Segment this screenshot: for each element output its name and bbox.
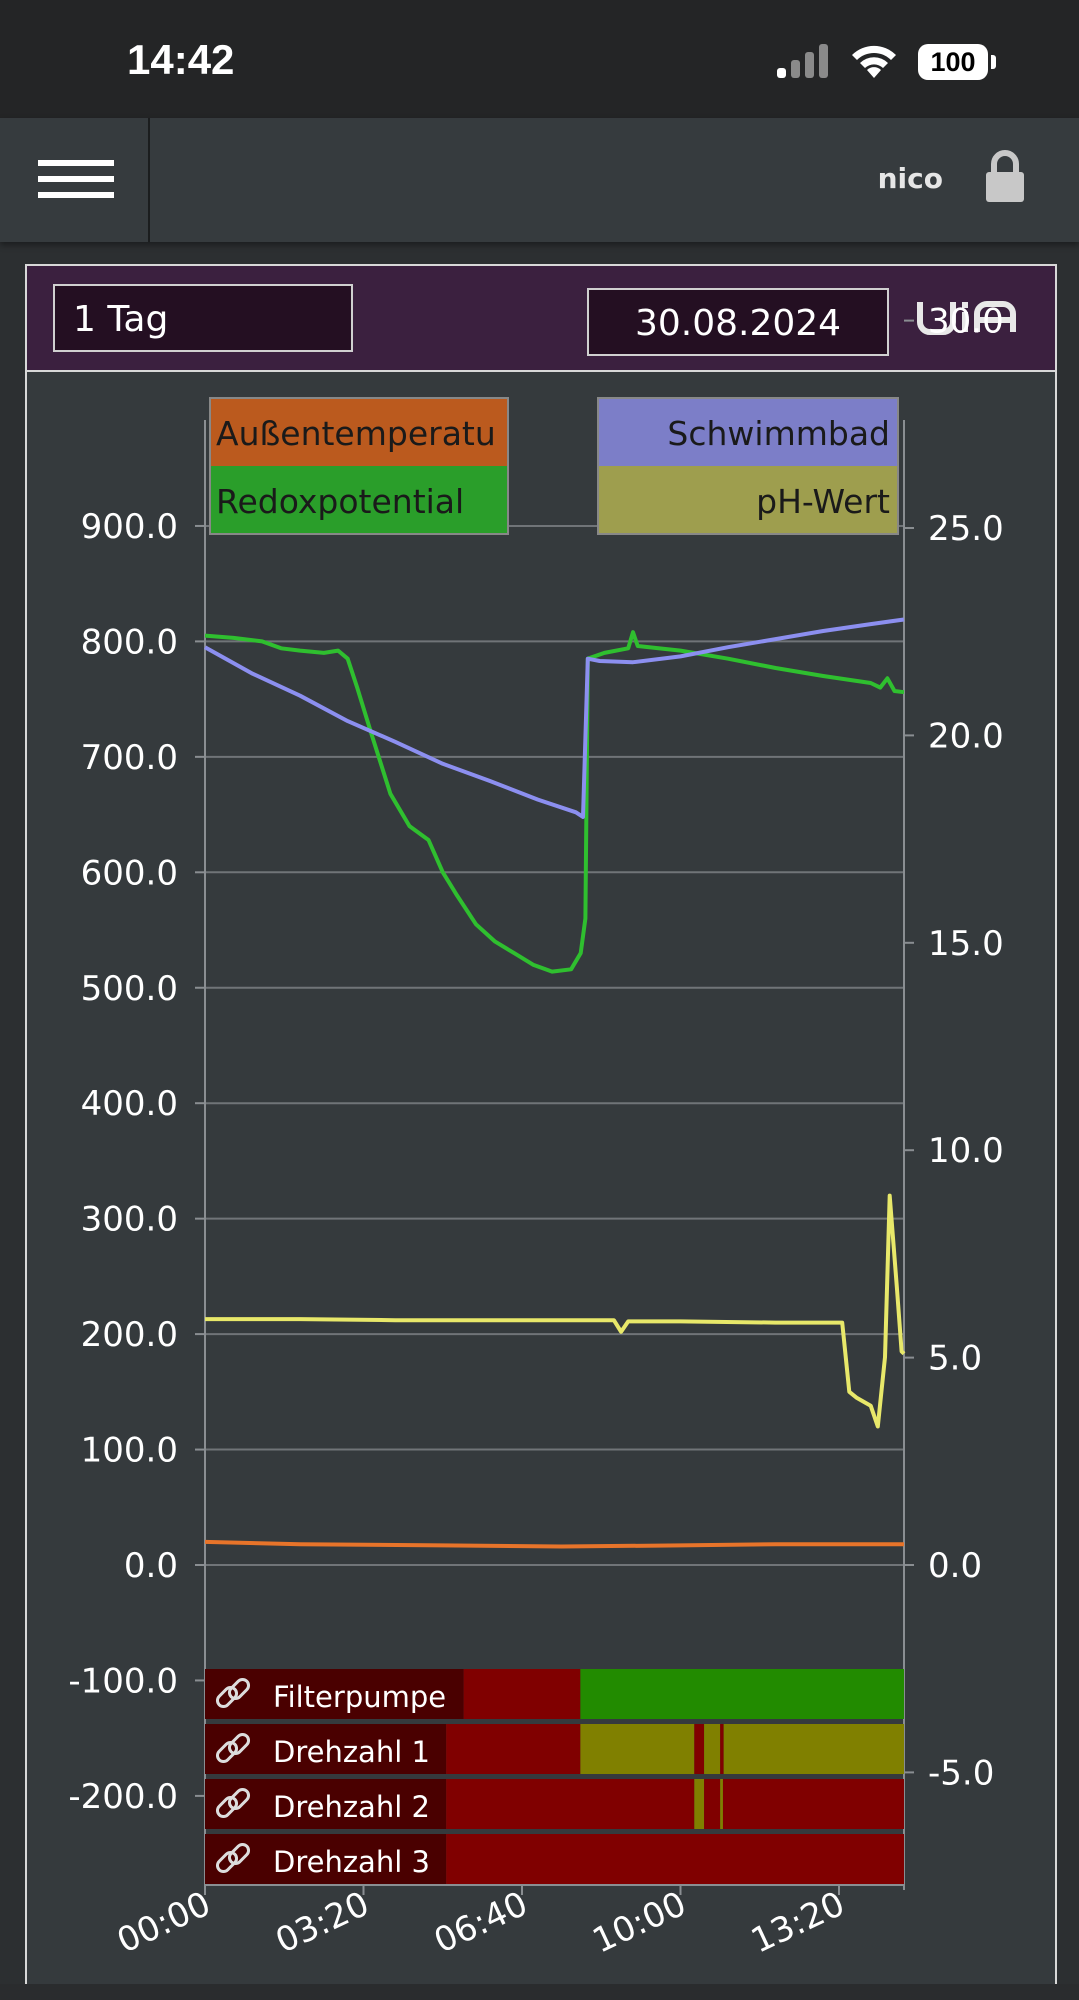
series-line-redox [204,630,905,974]
status-segment [446,1834,904,1884]
legend-label: Schwimmbad [667,414,890,453]
x-tick-label: 13:20 [745,1884,851,1962]
series-line-outdoor [204,1539,904,1549]
battery-icon: 100 [918,44,988,80]
status-segment [205,1724,447,1774]
right-tick-label: 30.0 [928,302,1004,342]
date-picker[interactable]: 30.08.2024 [587,288,889,356]
series-line-pool [204,617,905,819]
status-segment [720,1724,724,1774]
status-segment [580,1669,904,1719]
legend-label: pH-Wert [756,482,890,521]
axis-labels: 900.0 800.0 700.0 600.0 500.0 400.0 300.0 200.0… [68,302,1003,1962]
status-segment [722,1779,904,1829]
chart-grid [205,524,904,1566]
app-bar: nico [0,118,1079,242]
chart-series [204,617,906,1549]
period-select[interactable]: 1 Tag [53,284,353,352]
legend-swatch [598,398,898,466]
status-bar: 14:42 100 [0,0,1079,118]
status-segment [446,1724,581,1774]
status-segment [704,1779,721,1829]
panel-header: 1 Tag 30.08.2024 [27,266,1055,372]
left-tick-label: 500.0 [81,969,178,1009]
legend-swatch [210,466,508,534]
right-tick-label: 25.0 [928,509,1004,549]
status-segment [580,1724,695,1774]
left-tick-label: 700.0 [81,738,178,778]
legend-label: Redoxpotential [216,482,464,521]
left-tick-label: -200.0 [68,1777,178,1817]
wifi-icon [852,45,896,78]
status-label: Drehzahl 1 [273,1735,430,1769]
uia-logo [917,301,1016,335]
bottom-bar [0,1984,1079,2000]
right-tick-label: 20.0 [928,716,1004,756]
series-line-ph [205,1193,906,1429]
left-tick-label: 200.0 [81,1315,178,1355]
right-tick-label: 15.0 [928,924,1004,964]
signal-icon [777,44,828,78]
status-segment [205,1779,447,1829]
link-icon [215,1787,251,1819]
right-tick-label: 5.0 [928,1339,982,1379]
battery-tip [991,55,996,69]
status-segment [720,1779,723,1829]
chart-axes [195,319,914,1895]
left-tick-label: 300.0 [81,1200,178,1240]
x-tick-label: 06:40 [428,1884,534,1962]
status-time: 14:42 [127,36,235,83]
status-label: Filterpumpe [273,1680,446,1714]
legend-label: Außentemperatu [216,414,496,453]
x-tick-label: 00:00 [111,1884,217,1962]
legend-swatch [210,398,508,466]
legend-swatch [598,466,898,534]
status-segment [694,1779,705,1829]
left-tick-label: 0.0 [124,1546,178,1586]
left-tick-label: 600.0 [81,853,178,893]
x-tick-label: 10:00 [587,1884,693,1962]
status-label: Drehzahl 3 [273,1845,430,1879]
status-segment [205,1834,447,1884]
chart-legend: Außentemperatu Redoxpotential Schwimmbad pH… [209,397,899,535]
right-tick-label: -5.0 [928,1753,994,1793]
link-icon [215,1677,251,1709]
hamburger-icon[interactable] [0,118,150,242]
status-label: Drehzahl 2 [273,1790,430,1824]
right-tick-label: 10.0 [928,1131,1004,1171]
user-name[interactable]: nico [877,162,943,195]
status-segment [446,1779,695,1829]
left-tick-label: 800.0 [81,622,178,662]
legend-box-left [209,397,509,535]
link-icon [215,1732,251,1764]
status-segment [463,1669,581,1719]
status-segment [205,1669,464,1719]
status-segment [694,1724,705,1774]
status-segment [704,1724,721,1774]
left-tick-label: 100.0 [81,1431,178,1471]
left-tick-label: 900.0 [81,507,178,547]
left-tick-label: -100.0 [68,1661,178,1701]
legend-box-right [597,397,899,535]
right-tick-label: 0.0 [928,1546,982,1586]
link-icon [215,1842,251,1874]
x-tick-label: 03:20 [270,1884,376,1962]
left-tick-label: 400.0 [81,1084,178,1124]
status-rows: Filterpumpe Drehzahl 1 Drehzahl 2 Drehzahl … [205,1669,904,1884]
lock-icon[interactable] [984,148,1026,204]
status-segment [723,1724,904,1774]
